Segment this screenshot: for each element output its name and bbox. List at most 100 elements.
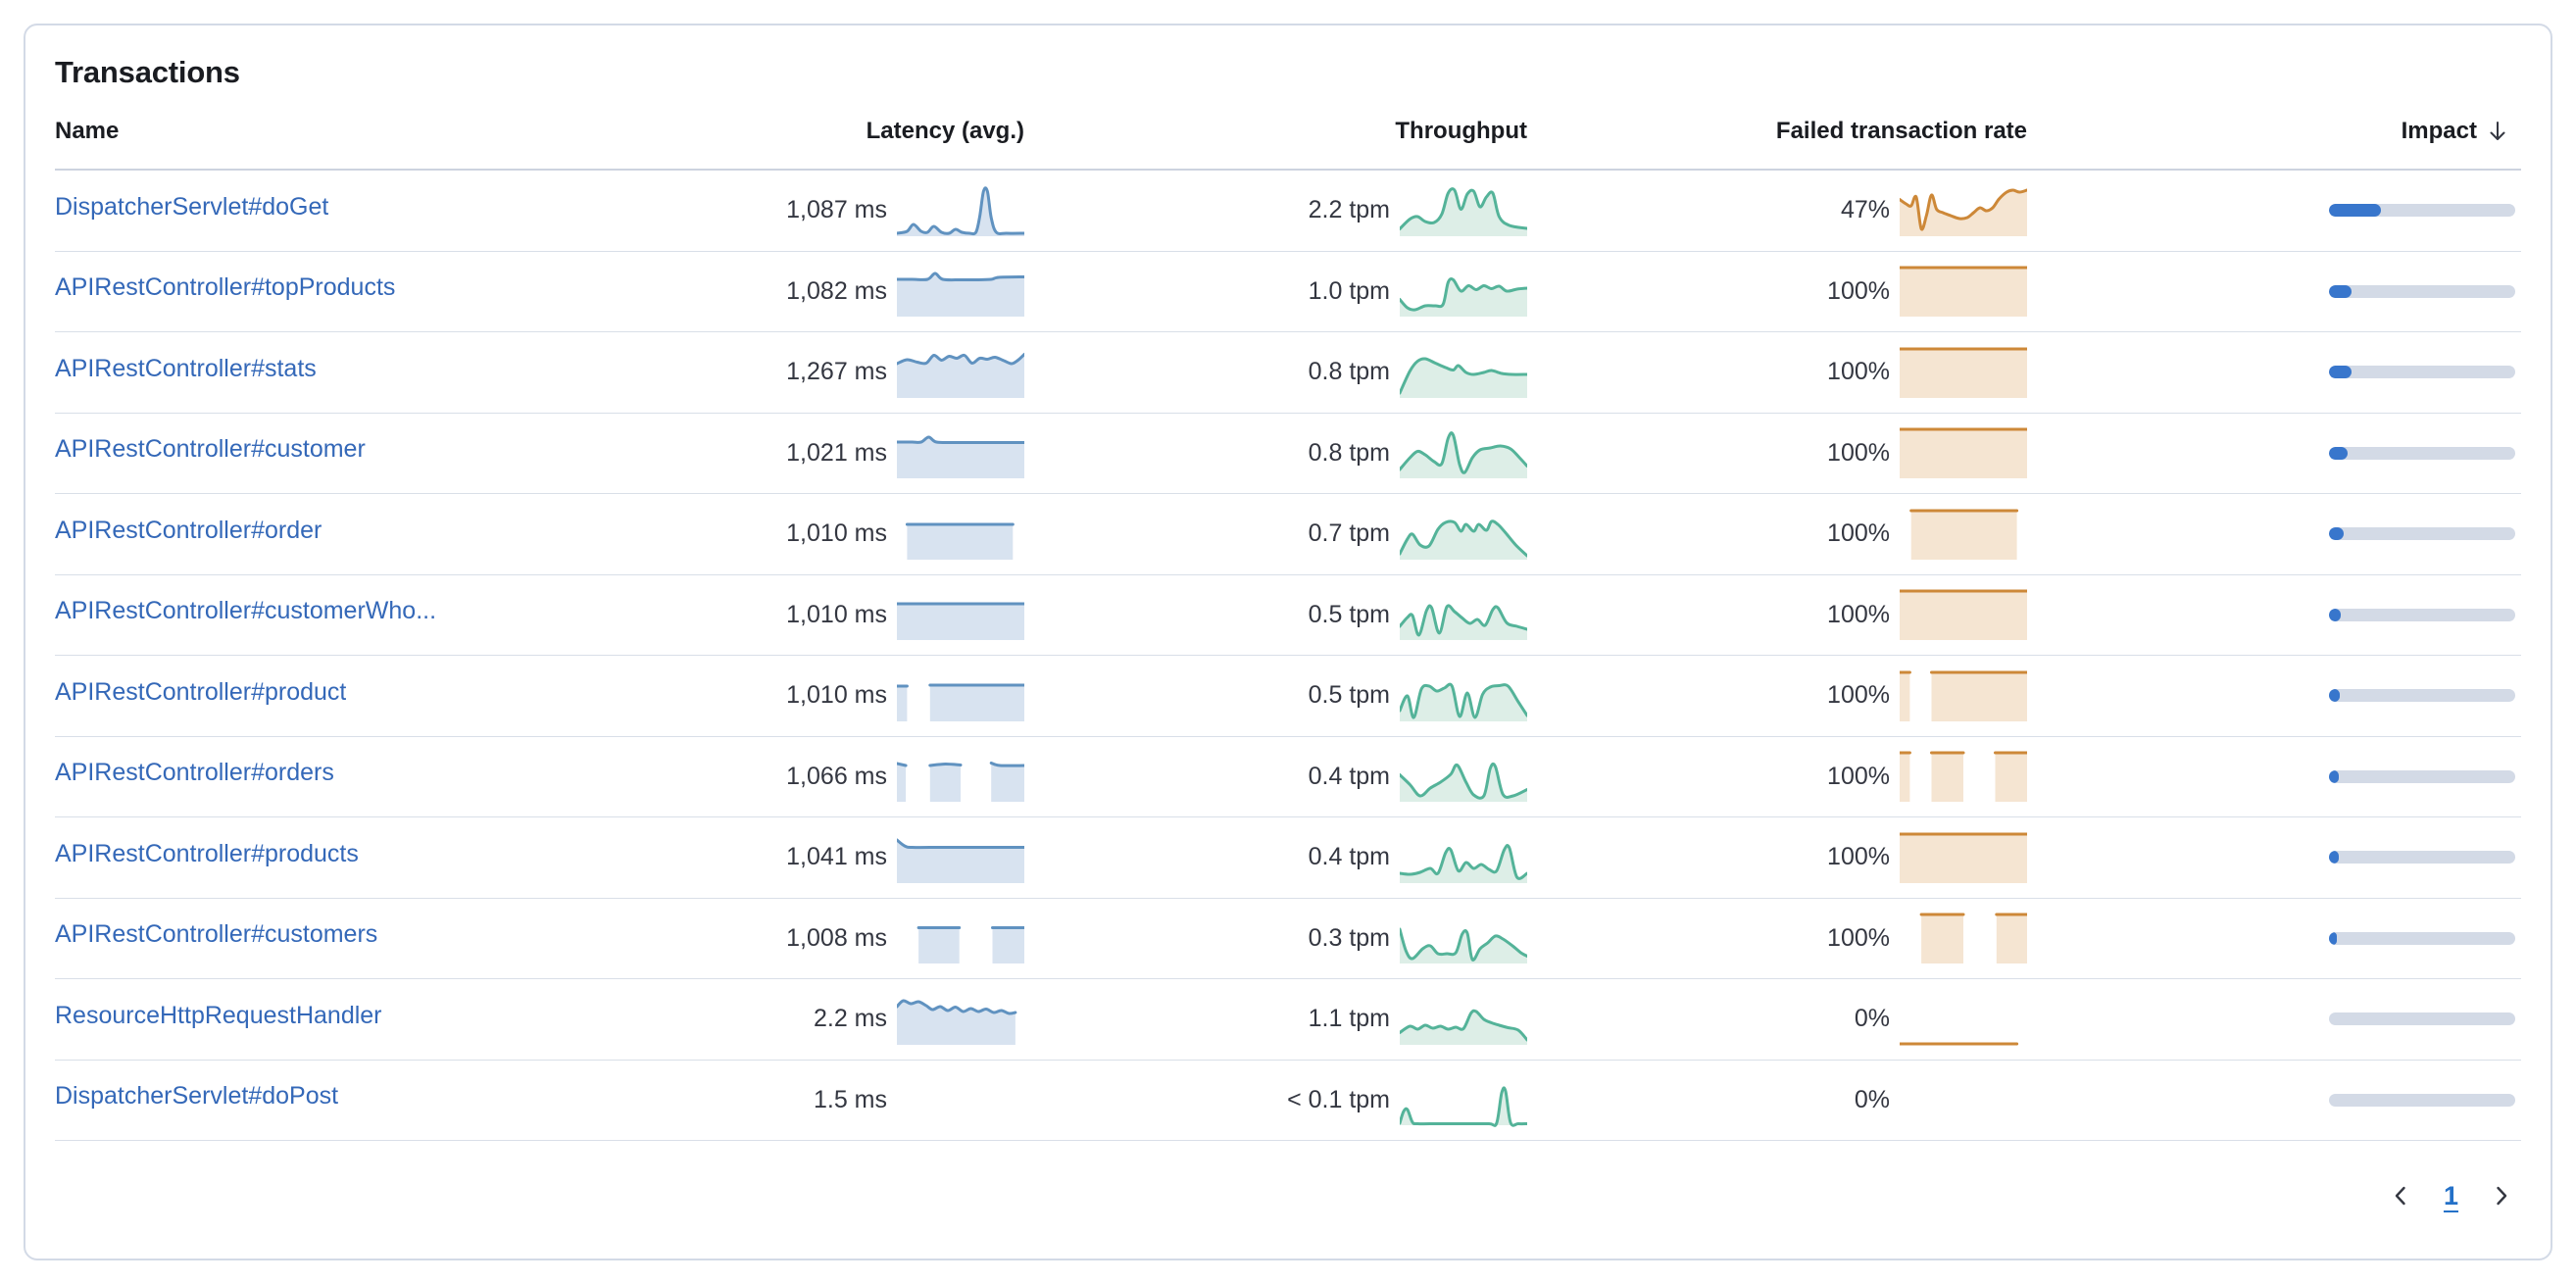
throughput-value: 0.4 tpm (1308, 843, 1390, 871)
transaction-name-link[interactable]: APIRestController#topProducts (55, 273, 396, 302)
latency-value: 2.2 ms (813, 1005, 887, 1033)
failed-rate-sparkline-chart (1900, 1071, 2027, 1128)
impact-bar (2329, 769, 2515, 783)
failed-rate-sparkline-chart (1900, 991, 2027, 1048)
failed-rate-value: 100% (1827, 843, 1890, 871)
impact-bar-fill (2329, 204, 2382, 218)
failed-rate-sparkline-chart (1900, 910, 2027, 966)
transaction-name-link[interactable]: DispatcherServlet#doGet (55, 192, 329, 221)
transaction-name-link[interactable]: ResourceHttpRequestHandler (55, 1001, 382, 1029)
impact-bar-fill (2329, 527, 2345, 541)
throughput-sparkline-chart (1400, 424, 1527, 481)
transaction-name-link[interactable]: APIRestController#stats (55, 354, 317, 382)
column-header-name[interactable]: Name (55, 118, 545, 145)
throughput-value: 0.7 tpm (1308, 519, 1390, 548)
latency-sparkline-chart (897, 263, 1024, 320)
column-header-throughput[interactable]: Throughput (1035, 118, 1538, 145)
table-row: APIRestController#order 1,010 ms 0.7 tpm… (55, 494, 2521, 575)
transaction-name-link[interactable]: APIRestController#customer (55, 435, 366, 464)
latency-value: 1,021 ms (786, 438, 887, 467)
throughput-sparkline-chart (1400, 748, 1527, 805)
failed-rate-sparkline-chart (1900, 586, 2027, 643)
failed-rate-sparkline-chart (1900, 182, 2027, 239)
transaction-name-link[interactable]: APIRestController#order (55, 516, 322, 544)
failed-rate-value: 100% (1827, 600, 1890, 628)
table-row: APIRestController#customerWho... 1,010 m… (55, 575, 2521, 656)
throughput-value: 2.2 tpm (1308, 196, 1390, 224)
transaction-name-link[interactable]: APIRestController#customers (55, 920, 378, 949)
table-row: APIRestController#stats 1,267 ms 0.8 tpm… (55, 332, 2521, 414)
chevron-right-icon (2497, 1186, 2507, 1206)
throughput-sparkline-chart (1400, 506, 1527, 563)
failed-rate-value: 47% (1840, 196, 1890, 224)
column-header-failed-rate[interactable]: Failed transaction rate (1538, 118, 2038, 145)
failed-rate-sparkline-chart (1900, 424, 2027, 481)
chevron-left-icon (2395, 1186, 2405, 1206)
previous-page-button[interactable] (2385, 1180, 2416, 1211)
throughput-sparkline-chart (1400, 182, 1527, 239)
latency-sparkline-chart (897, 344, 1024, 401)
transaction-name-link[interactable]: DispatcherServlet#doPost (55, 1082, 339, 1111)
transaction-name-link[interactable]: APIRestController#product (55, 677, 347, 706)
failed-rate-sparkline-chart (1900, 829, 2027, 886)
sort-descending-arrow-icon (2490, 122, 2505, 140)
failed-rate-value: 100% (1827, 519, 1890, 548)
table-row: APIRestController#orders 1,066 ms 0.4 tp… (55, 737, 2521, 817)
transaction-name-link[interactable]: APIRestController#customerWho... (55, 597, 437, 625)
impact-bar-fill (2329, 284, 2352, 298)
impact-bar (2329, 931, 2515, 945)
transaction-name-link[interactable]: APIRestController#orders (55, 759, 334, 787)
latency-value: 1,010 ms (786, 519, 887, 548)
latency-sparkline-chart (897, 586, 1024, 643)
table-header-row: Name Latency (avg.) Throughput Failed tr… (55, 94, 2521, 171)
throughput-value: 0.3 tpm (1308, 923, 1390, 952)
transaction-name-link[interactable]: APIRestController#products (55, 839, 359, 867)
impact-bar (2329, 608, 2515, 621)
column-header-failed-rate-label: Failed transaction rate (1775, 118, 2027, 144)
impact-bar (2329, 446, 2515, 460)
throughput-sparkline-chart (1400, 263, 1527, 320)
latency-sparkline-chart (897, 991, 1024, 1048)
throughput-sparkline-chart (1400, 344, 1527, 401)
impact-bar (2329, 284, 2515, 298)
latency-value: 1,041 ms (786, 843, 887, 871)
latency-value: 1,082 ms (786, 276, 887, 305)
failed-rate-value: 100% (1827, 923, 1890, 952)
failed-rate-value: 100% (1827, 681, 1890, 710)
latency-value: 1.5 ms (813, 1085, 887, 1113)
throughput-sparkline-chart (1400, 1071, 1527, 1128)
latency-sparkline-chart (897, 1071, 1024, 1128)
latency-value: 1,010 ms (786, 681, 887, 710)
table-row: APIRestController#customers 1,008 ms 0.3… (55, 899, 2521, 979)
failed-rate-value: 100% (1827, 438, 1890, 467)
page-number-button[interactable]: 1 (2443, 1180, 2458, 1210)
failed-rate-sparkline-chart (1900, 748, 2027, 805)
table-row: APIRestController#customer 1,021 ms 0.8 … (55, 414, 2521, 494)
table-row: APIRestController#products 1,041 ms 0.4 … (55, 817, 2521, 899)
throughput-sparkline-chart (1400, 667, 1527, 724)
latency-sparkline-chart (897, 829, 1024, 886)
next-page-button[interactable] (2486, 1180, 2517, 1211)
throughput-value: 0.8 tpm (1308, 358, 1390, 386)
latency-sparkline-chart (897, 424, 1024, 481)
table-body: DispatcherServlet#doGet 1,087 ms 2.2 tpm… (55, 171, 2521, 1141)
pagination: 1 (55, 1141, 2521, 1251)
impact-bar-fill (2329, 446, 2348, 460)
impact-bar-fill (2329, 366, 2352, 379)
latency-sparkline-chart (897, 910, 1024, 966)
latency-value: 1,008 ms (786, 923, 887, 952)
table-row: APIRestController#topProducts 1,082 ms 1… (55, 252, 2521, 332)
throughput-sparkline-chart (1400, 910, 1527, 966)
transactions-panel: Transactions Name Latency (avg.) Through… (24, 24, 2552, 1260)
throughput-sparkline-chart (1400, 991, 1527, 1048)
impact-bar (2329, 689, 2515, 703)
impact-bar (2329, 1093, 2515, 1107)
impact-bar-fill (2329, 689, 2341, 703)
impact-bar (2329, 851, 2515, 864)
column-header-latency[interactable]: Latency (avg.) (545, 118, 1035, 145)
latency-sparkline-chart (897, 667, 1024, 724)
column-header-impact[interactable]: Impact (2038, 118, 2521, 145)
latency-value: 1,087 ms (786, 196, 887, 224)
failed-rate-sparkline-chart (1900, 344, 2027, 401)
column-header-latency-label: Latency (avg.) (866, 118, 1024, 144)
